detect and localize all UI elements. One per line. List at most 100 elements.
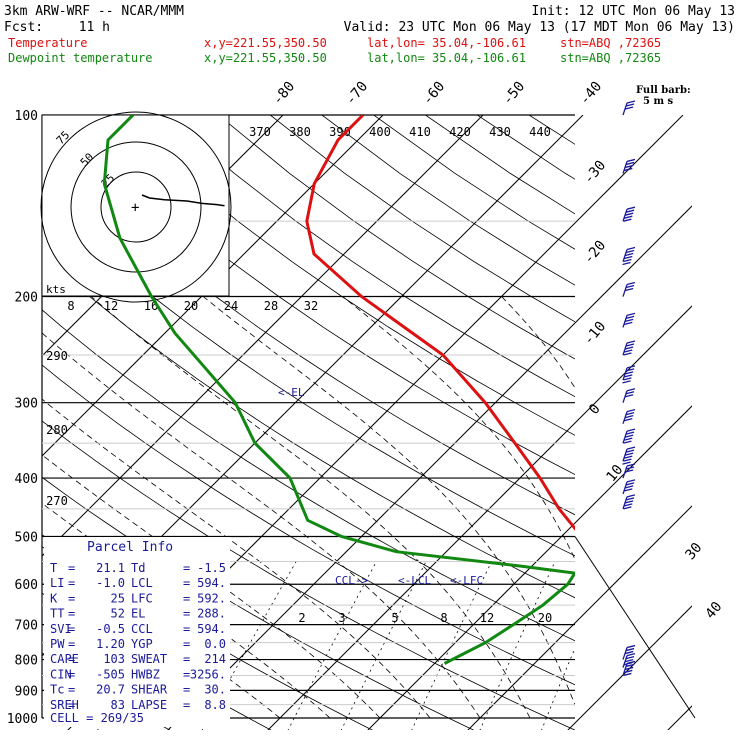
mixing-ratio-label: 28 [264, 299, 278, 313]
parcel-info-cell: CELL = 269/35 [50, 711, 144, 725]
parcel-equals: = [183, 652, 190, 666]
theta-label: 370 [249, 125, 271, 139]
mixing-ratio-label-low: 20 [538, 611, 552, 625]
parcel-value: 21.1 [96, 561, 125, 575]
wind-barb [622, 428, 636, 444]
theta-label: 420 [449, 125, 471, 139]
parcel-info-panel: Parcel Info T = 21.1 Td = -1.5 LI = -1.0 LCL = 594.… [44, 537, 230, 727]
mixing-ratio-label: 24 [224, 299, 238, 313]
parcel-key: LAPSE [131, 698, 167, 712]
mixing-ratio-label-low: 12 [480, 611, 494, 625]
parcel-equals: = [183, 622, 190, 636]
dry-adiabat [269, 115, 575, 323]
parcel-value: 288. [197, 607, 226, 621]
dry-adiabat [114, 115, 575, 436]
wind-barb [622, 206, 636, 222]
mixing-ratio-label-low: 2 [298, 611, 305, 625]
parcel-value: -1.5 [197, 561, 226, 575]
ccl-mark: CCL-> [335, 574, 368, 587]
isotherm-line [567, 605, 692, 730]
parcel-key: SREH [50, 698, 79, 712]
parcel-equals: = [183, 576, 190, 590]
dry-adiabat [321, 115, 575, 286]
parcel-key: SVI [50, 622, 72, 636]
dry-adiabat [42, 200, 575, 557]
pressure-tick-label: 100 [15, 109, 38, 124]
parcel-value: 594. [197, 576, 226, 590]
wind-barb [622, 463, 636, 479]
mixing-ratio-label: 20 [184, 299, 198, 313]
pressure-tick-label: 200 [15, 291, 38, 306]
moist-adiabat [202, 296, 575, 707]
dry-adiabat [42, 364, 575, 686]
barb-legend-title: Full barb: [636, 85, 691, 96]
dry-adiabat [425, 115, 575, 215]
parcel-info-background [44, 537, 230, 727]
parcel-equals: = [68, 652, 75, 666]
parcel-equals: = [68, 561, 75, 575]
lfc-mark: <-LFC [450, 574, 483, 587]
isotherm-line [267, 305, 692, 730]
parcel-key: CCL [131, 622, 153, 636]
isotherm-label: -70 [343, 79, 372, 109]
el-mark: <-EL [278, 386, 305, 399]
isotherm-label: -10 [581, 319, 610, 349]
temperature-xy: x,y=221.55,350.50 [204, 36, 327, 50]
wind-barb [622, 446, 636, 465]
isotherm-label: -60 [420, 79, 449, 109]
model-title: 3km ARW-WRF -- NCAR/MMM [4, 4, 184, 19]
isotherm-label: 10 [603, 462, 626, 485]
parcel-value: 103 [103, 652, 125, 666]
theta-label: 440 [529, 125, 551, 139]
dry-adiabat [373, 115, 575, 250]
parcel-value: -505 [96, 667, 125, 681]
wind-barb [622, 388, 636, 403]
parcel-key: SHEAR [131, 683, 168, 697]
hodograph: 25 50 75 + kts [40, 111, 232, 303]
isotherm-label: -80 [270, 79, 299, 109]
parcel-value: 1.20 [96, 637, 125, 651]
pressure-tick-label: 800 [15, 654, 38, 669]
dewpoint-latlon: lat,lon= 35.04,-106.61 [367, 51, 526, 65]
temperature-latlon: lat,lon= 35.04,-106.61 [367, 36, 526, 50]
hodograph-units: kts [46, 283, 66, 296]
parcel-key: TT [50, 607, 64, 621]
dry-adiabat [581, 115, 740, 731]
wind-barb [622, 479, 636, 495]
temperature-legend-label: Temperature [8, 36, 87, 50]
dewpoint-station: stn=ABQ ,72365 [560, 51, 661, 65]
forecast-hour: 11 h [79, 20, 110, 35]
theta-label: 410 [409, 125, 431, 139]
mixing-ratio-line [287, 561, 377, 730]
hodograph-center-mark: + [131, 200, 139, 216]
isotherm-label: -20 [581, 238, 610, 268]
wind-barb [622, 409, 636, 424]
isotherm-line [667, 705, 692, 730]
mixing-ratio-label-low: 5 [391, 611, 398, 625]
hodograph-trace [141, 194, 225, 207]
parcel-key: HWBZ [131, 667, 160, 681]
dry-adiabat [42, 145, 575, 516]
wind-barb [622, 652, 636, 668]
parcel-value: 592. [197, 591, 226, 605]
wind-barbs [622, 100, 636, 677]
dewpoint-legend-label: Dewpoint temperature [8, 51, 153, 65]
parcel-equals: = [68, 591, 75, 605]
isotherm-line [42, 115, 484, 557]
parcel-value: 52 [111, 607, 125, 621]
parcel-value: 30. [204, 683, 226, 697]
parcel-value: -1.0 [96, 576, 125, 590]
parcel-key: T [50, 561, 57, 575]
wind-barb [622, 660, 636, 677]
wind-barb [622, 158, 636, 174]
moist-adiabat [42, 332, 481, 719]
parcel-equals: = [68, 607, 75, 621]
wind-barb [622, 365, 636, 384]
parcel-value: 3256. [190, 667, 226, 681]
parcel-equals: = [68, 637, 75, 651]
mixing-ratio-label-low: 8 [440, 611, 447, 625]
parcel-equals: = [68, 667, 75, 681]
init-time: Init: 12 UTC Mon 06 May 13 [532, 4, 736, 19]
wind-barb [622, 340, 636, 356]
theta-label: 380 [289, 125, 311, 139]
